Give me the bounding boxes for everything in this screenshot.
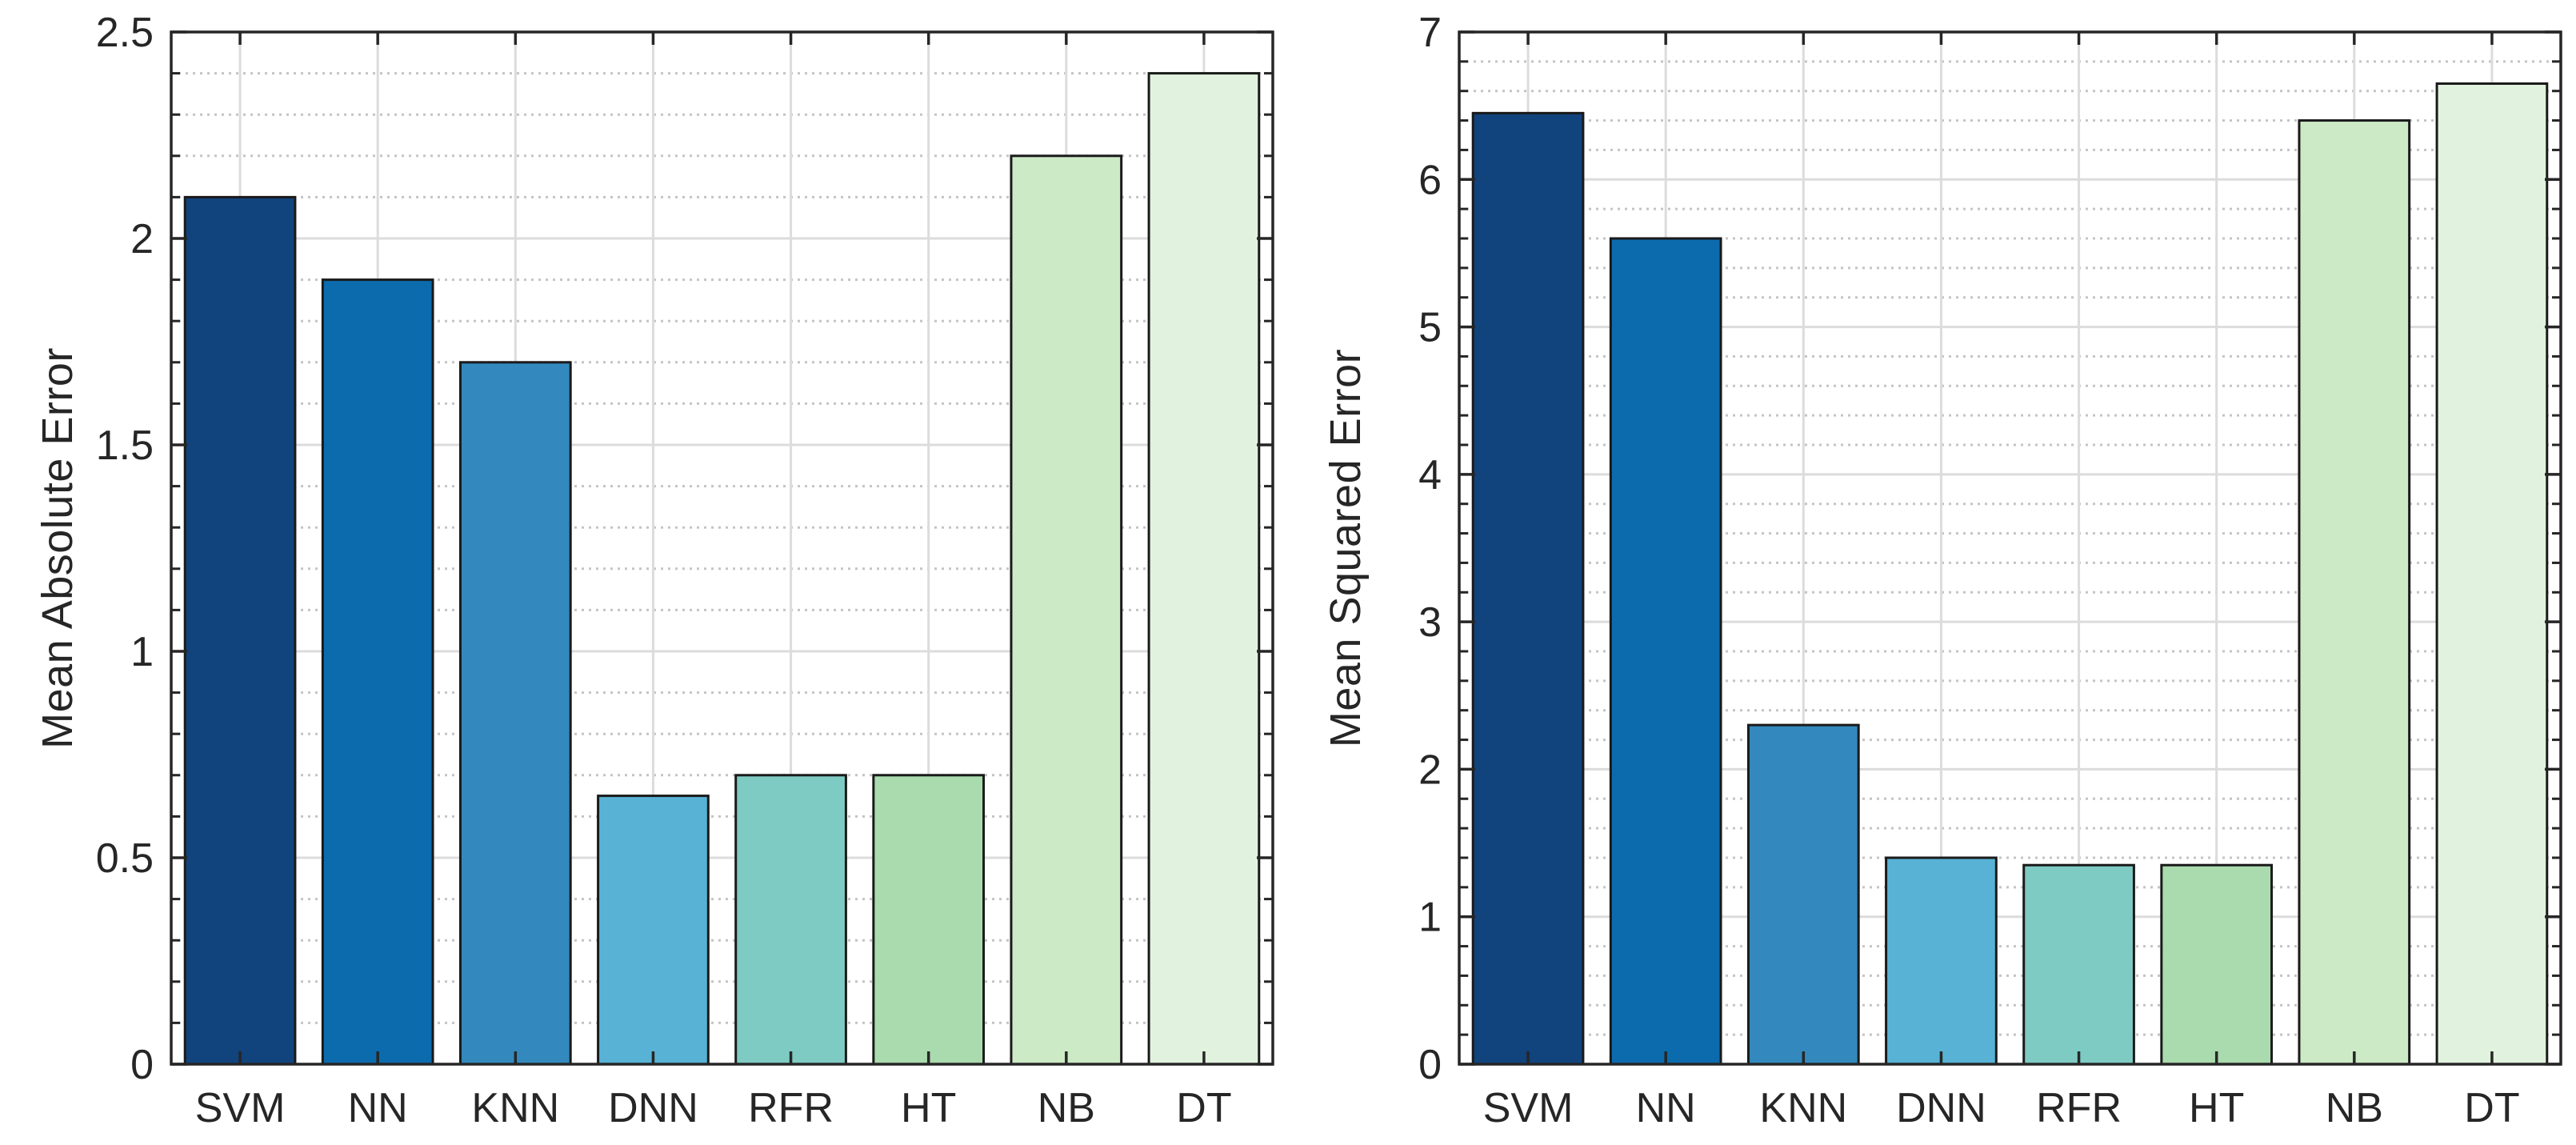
y-tick-label: 3 — [1418, 599, 1442, 646]
y-tick-label: 2.5 — [96, 10, 154, 56]
x-tick-label: NB — [2326, 1085, 2383, 1131]
y-tick-label: 2 — [1418, 747, 1442, 793]
y-tick-label: 7 — [1418, 10, 1442, 56]
x-tick-label: DNN — [608, 1085, 698, 1131]
bar-svm — [183, 195, 297, 1066]
y-tick-label: 0 — [1418, 1042, 1442, 1088]
x-tick-label: RFR — [2036, 1085, 2122, 1131]
x-tick-label: DT — [2464, 1085, 2519, 1131]
y-tick-label: 2 — [130, 216, 154, 262]
bar-svm — [1471, 111, 1585, 1066]
bar-nb — [2298, 119, 2411, 1066]
bar-knn — [1746, 723, 1860, 1066]
mse-chart-panel: Mean Squared Error 0 1 2 3 4 5 6 7 SVM NN KNN DNN RF… — [1288, 0, 2576, 1145]
y-tick-label: 1.5 — [96, 422, 154, 469]
x-tick-label: DNN — [1896, 1085, 1986, 1131]
mse-bar-chart: 0 1 2 3 4 5 6 7 SVM NN KNN DNN RFR HT NB DT — [1418, 10, 2562, 1131]
y-tick-label: 1 — [130, 629, 154, 675]
bar-rfr — [734, 774, 847, 1066]
x-tick-label: NN — [1636, 1085, 1696, 1131]
x-tick-label: RFR — [748, 1085, 834, 1131]
mae-chart-panel: Mean Absolute Error 0 0.5 1 1.5 2 2.5 SVM NN KNN… — [34, 10, 1274, 1131]
bar-ht — [872, 774, 986, 1066]
axes-frame — [170, 30, 1274, 1066]
bar-dt — [2435, 82, 2549, 1066]
mae-bar-chart: 0 0.5 1 1.5 2 2.5 SVM NN KNN DNN RFR HT NB DT — [96, 10, 1274, 1131]
x-tick-label: SVM — [195, 1085, 286, 1131]
bar-knn — [458, 361, 572, 1066]
y-tick-label: 4 — [1418, 452, 1442, 498]
x-tick-label: DT — [1176, 1085, 1231, 1131]
x-tick-label: NB — [1038, 1085, 1095, 1131]
axes-frame — [1458, 30, 2562, 1066]
y-tick-label: 5 — [1418, 305, 1442, 351]
x-tick-label: SVM — [1483, 1085, 1574, 1131]
bar-dt — [1147, 72, 1261, 1066]
bar-nb — [1010, 154, 1123, 1066]
mse-y-axis-label: Mean Squared Error — [1322, 348, 1370, 748]
bar-nn — [321, 278, 434, 1066]
x-tick-label: KNN — [1759, 1085, 1847, 1131]
mae-y-axis-label: Mean Absolute Error — [34, 347, 82, 749]
y-tick-label: 0.5 — [96, 835, 154, 882]
bar-dnn — [597, 795, 710, 1066]
x-tick-label: HT — [2189, 1085, 2244, 1131]
bar-rfr — [2022, 863, 2135, 1066]
x-tick-label: KNN — [471, 1085, 559, 1131]
bar-ht — [2160, 863, 2274, 1066]
x-tick-label: NN — [348, 1085, 408, 1131]
y-tick-label: 0 — [130, 1042, 154, 1088]
y-tick-label: 6 — [1418, 157, 1442, 203]
bar-nn — [1609, 237, 1722, 1066]
y-tick-label: 1 — [1418, 895, 1442, 941]
x-tick-label: HT — [901, 1085, 956, 1131]
bar-dnn — [1885, 856, 1998, 1066]
